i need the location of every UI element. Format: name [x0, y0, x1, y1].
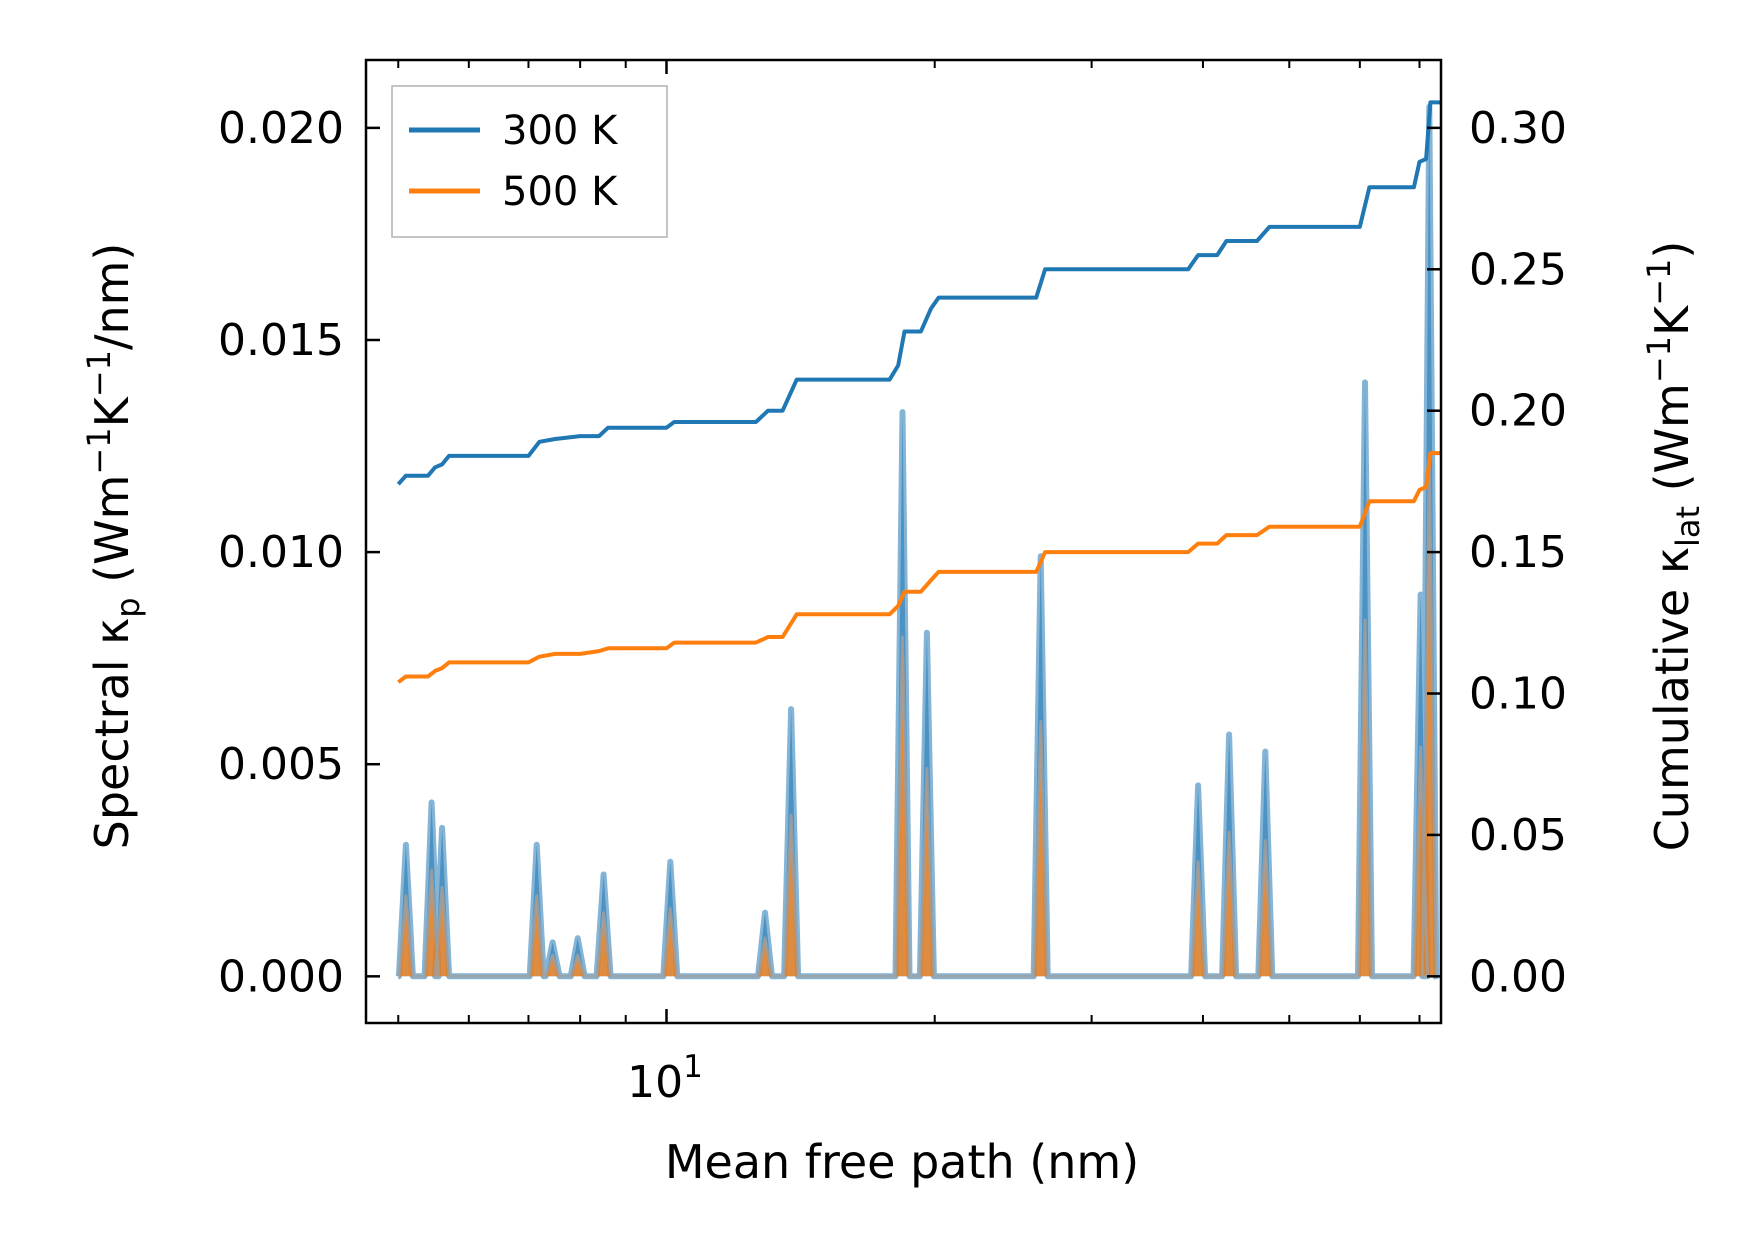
y-label-left-mid: K — [85, 395, 139, 427]
y-right-tick-label: 0.00 — [1469, 951, 1567, 1002]
y-label-right-sup2: −1 — [1640, 259, 1678, 306]
x-tick-exp: 1 — [683, 1049, 703, 1085]
y-label-right-sub: lat — [1669, 506, 1707, 547]
ticks-layer: 0.000 0.005 0.010 0.015 0.020 0.00 0.05 0.10 0.1… — [218, 60, 1567, 1023]
y-axis-label-left: Spectral κp (Wm−1K−1/nm) — [80, 243, 147, 850]
y-label-right-sup1: −1 — [1640, 336, 1678, 383]
legend-label-500k: 500 K — [502, 169, 619, 215]
cumulative-layer — [396, 100, 1441, 684]
y-left-tick-label: 0.005 — [218, 739, 344, 790]
y-left-tick-label: 0.000 — [218, 951, 344, 1002]
x-axis-label: Mean free path (nm) — [665, 1135, 1139, 1189]
y-right-tick-label: 0.05 — [1469, 810, 1567, 861]
y-left-tick-label: 0.010 — [218, 527, 344, 578]
y-right-tick-label: 0.20 — [1469, 386, 1567, 437]
spectral-layer — [395, 103, 1440, 980]
cumulative-line-500k — [397, 451, 1441, 684]
y-left-tick-label: 0.020 — [218, 103, 344, 154]
y-right-tick-label: 0.25 — [1469, 244, 1567, 295]
x-tick-base: 10 — [627, 1057, 683, 1108]
legend-label-300k: 300 K — [502, 108, 619, 154]
y-axis-label-right: Cumulative κlat (Wm−1K−1) — [1640, 241, 1707, 852]
y-label-left-base: Spectral κ — [85, 618, 139, 850]
cumulative-line-300k — [396, 100, 1441, 486]
y-label-left-sup2: −1 — [80, 350, 118, 397]
y-left-tick-label: 0.015 — [218, 315, 344, 366]
y-label-right-unit: (Wm — [1645, 383, 1699, 506]
y-label-left-unit: (Wm — [85, 475, 139, 598]
y-label-right-tail: ) — [1645, 241, 1699, 259]
y-right-tick-label: 0.10 — [1469, 669, 1567, 720]
y-label-left-tail: /nm) — [85, 243, 139, 350]
legend: 300 K 500 K — [391, 85, 668, 238]
plot-frame — [364, 58, 1443, 1025]
legend-box — [391, 85, 668, 238]
y-right-tick-label: 0.15 — [1469, 527, 1567, 578]
spectral-line-500k — [397, 453, 1438, 978]
y-label-left-sup1: −1 — [80, 427, 118, 474]
y-label-left-sub: p — [109, 597, 147, 617]
y-label-right-base: Cumulative κ — [1645, 547, 1699, 851]
y-right-tick-label: 0.30 — [1469, 103, 1567, 154]
y-label-right-mid: K — [1645, 304, 1699, 336]
x-tick-label-10: 101 — [627, 1049, 703, 1108]
